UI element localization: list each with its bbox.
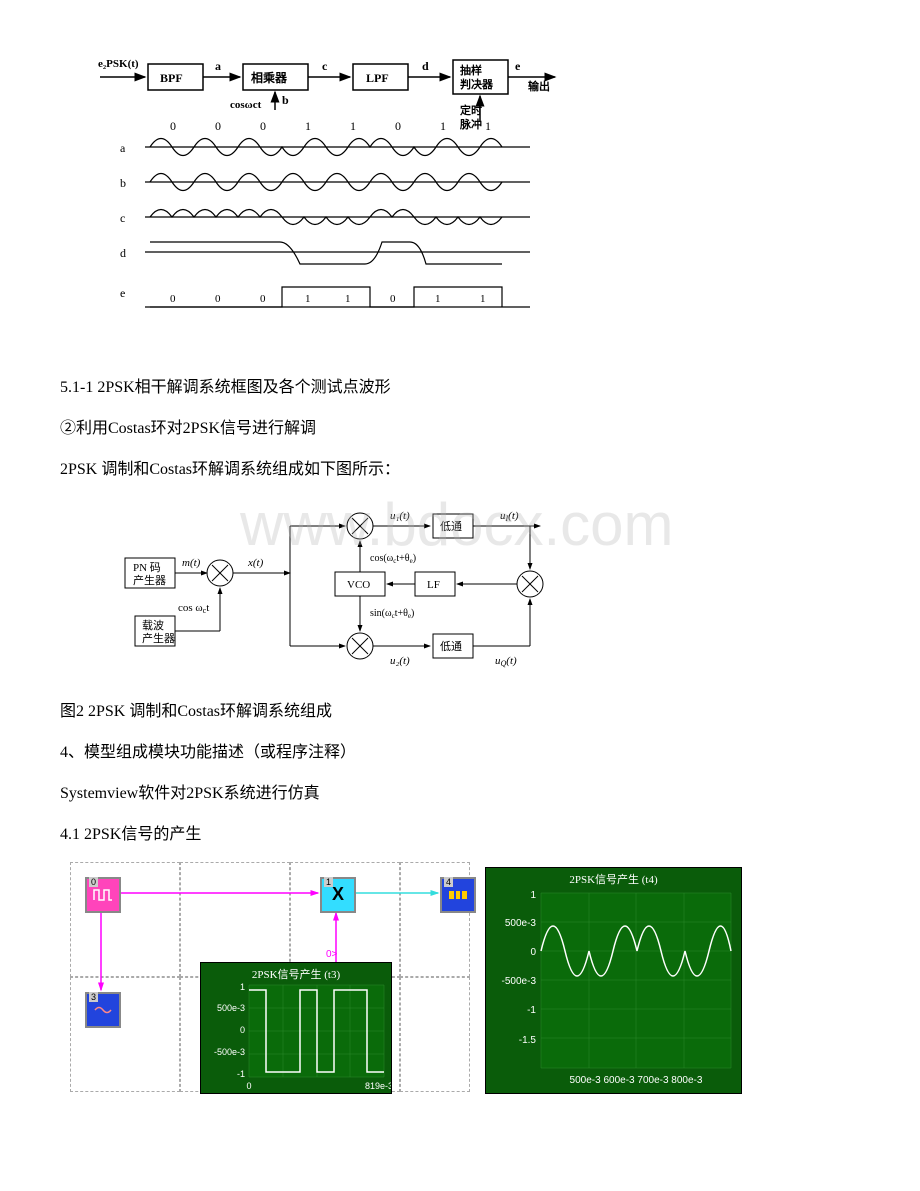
caption-fig2: 图2 2PSK 调制和Costas环解调系统组成: [60, 698, 860, 727]
svg-text:e: e: [515, 59, 521, 73]
svg-text:819e-3: 819e-3: [365, 1081, 391, 1091]
svg-text:输出: 输出: [528, 79, 550, 93]
svg-text:0: 0: [260, 293, 266, 305]
svg-text:0: 0: [395, 119, 401, 133]
svg-text:u₂(t): u₂(t): [390, 655, 410, 667]
svg-text:d: d: [120, 246, 126, 260]
svg-text:cos(ωct+θe): cos(ωct+θe): [370, 553, 416, 565]
svg-text:cosωct: cosωct: [230, 99, 262, 111]
svg-text:0: 0: [246, 1081, 251, 1091]
svg-text:LF: LF: [427, 579, 440, 591]
input-label: e₂PSK(t): [98, 58, 139, 70]
svg-text:1: 1: [345, 293, 351, 305]
svg-text:b: b: [282, 93, 289, 107]
svg-text:1: 1: [440, 119, 446, 133]
sv-block-0-source: 0: [85, 877, 121, 913]
svg-text:LPF: LPF: [366, 71, 389, 85]
svg-text:1: 1: [435, 293, 441, 305]
svg-text:-500e-3: -500e-3: [502, 976, 537, 987]
svg-text:a: a: [215, 59, 221, 73]
svg-text:1: 1: [485, 119, 491, 133]
svg-text:500e-3: 500e-3: [505, 918, 537, 929]
svg-text:BPF: BPF: [160, 71, 183, 85]
svg-text:0: 0: [215, 293, 221, 305]
svg-text:定时: 定时: [460, 103, 482, 117]
svg-text:1: 1: [480, 293, 486, 305]
svg-text:0: 0: [170, 293, 176, 305]
svg-text:相乘器: 相乘器: [251, 70, 288, 85]
svg-text:产生器: 产生器: [142, 631, 175, 645]
svg-text:1: 1: [305, 293, 311, 305]
figure-1-block-diagram-waveforms: e₂PSK(t) BPF a 相乘器 c LPF d 抽样 判决器 e 输出: [90, 52, 650, 362]
svg-text:1: 1: [305, 119, 311, 133]
sv-scope-t3: 2PSK信号产生 (t3) 1500e-30 -500e-3-1: [200, 962, 392, 1094]
para-section4: 4、模型组成模块功能描述（或程序注释）: [60, 739, 860, 768]
svg-text:VCO: VCO: [347, 579, 370, 591]
svg-text:x(t): x(t): [247, 557, 264, 569]
svg-text:a: a: [120, 141, 126, 155]
svg-text:e: e: [120, 286, 125, 300]
svg-text:c: c: [120, 211, 125, 225]
sv-scope-t4: 2PSK信号产生 (t4) 1500e-30 -500e-3-1-1.5: [485, 867, 742, 1094]
svg-text:0: 0: [260, 119, 266, 133]
para-systemview: Systemview软件对2PSK系统进行仿真: [60, 780, 860, 809]
svg-text:u₁(t): u₁(t): [390, 510, 410, 522]
svg-text:500e-3: 500e-3: [217, 1003, 245, 1013]
svg-text:c: c: [322, 59, 328, 73]
svg-text:0: 0: [390, 293, 396, 305]
svg-text:m(t): m(t): [182, 557, 201, 569]
svg-text:0: 0: [240, 1025, 245, 1035]
svg-text:脉冲: 脉冲: [459, 117, 482, 131]
svg-text:uI(t): uI(t): [500, 510, 519, 523]
svg-text:cos ωct: cos ωct: [178, 602, 209, 615]
figure-2-costas-loop: www.bdocx.com PN 码 产生器 载波 产生器 m(t) cos ω…: [120, 496, 640, 686]
svg-text:-1: -1: [527, 1005, 536, 1016]
svg-text:PN 码: PN 码: [133, 561, 161, 574]
svg-text:0: 0: [170, 119, 176, 133]
sv-block-3-sink: 3: [85, 992, 121, 1028]
sv-block-1-multiplier: 1 X: [320, 877, 356, 913]
svg-text:产生器: 产生器: [133, 573, 166, 587]
svg-text:0: 0: [530, 947, 536, 958]
caption-fig1: 5.1-1 2PSK相干解调系统框图及各个测试点波形: [60, 374, 860, 403]
svg-text:载波: 载波: [142, 619, 164, 632]
para-costas-intro: ②利用Costas环对2PSK信号进行解调: [60, 415, 860, 444]
figure-3-systemview-sim: 0> 0 3 1 X 2 4 2PSK信号产生 (t3): [70, 862, 750, 1102]
svg-text:b: b: [120, 176, 126, 190]
svg-text:低通: 低通: [440, 520, 462, 533]
svg-text:-1.5: -1.5: [519, 1035, 537, 1046]
sv-block-4-sink: 4: [440, 877, 476, 913]
para-costas-desc: 2PSK 调制和Costas环解调系统组成如下图所示：: [60, 456, 860, 485]
svg-text:uQ(t): uQ(t): [495, 655, 517, 668]
svg-text:-1: -1: [237, 1069, 245, 1079]
svg-text:d: d: [422, 59, 429, 73]
svg-text:500e-3 600e-3 700e-3 800e-3: 500e-3 600e-3 700e-3 800e-3: [570, 1075, 703, 1086]
para-section41: 4.1 2PSK信号的产生: [60, 821, 860, 850]
svg-text:-500e-3: -500e-3: [214, 1047, 245, 1057]
svg-text:sin(ωct+θe): sin(ωct+θe): [370, 608, 414, 620]
svg-text:1: 1: [350, 119, 356, 133]
svg-text:0: 0: [215, 119, 221, 133]
svg-text:抽样: 抽样: [460, 63, 482, 77]
svg-text:判决器: 判决器: [460, 77, 494, 91]
svg-text:低通: 低通: [440, 640, 462, 653]
svg-text:1: 1: [530, 890, 536, 901]
